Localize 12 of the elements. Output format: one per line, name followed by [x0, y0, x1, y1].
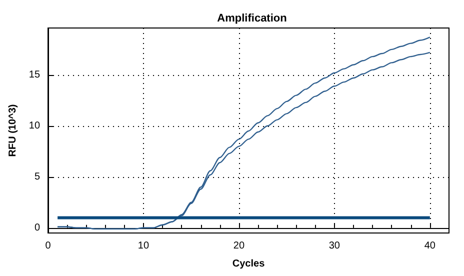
x-tick-label: 30 — [328, 240, 340, 252]
x-tick-label: 0 — [45, 240, 52, 252]
x-tick-label: 10 — [138, 240, 150, 252]
y-tick-label: 5 — [34, 171, 40, 182]
y-axis-title: RFU (10^3) — [8, 104, 18, 157]
x-axis-title: Cycles — [232, 258, 266, 270]
chart-title: Amplification — [217, 12, 288, 24]
y-tick-label: 10 — [28, 120, 40, 132]
x-tick-label: 40 — [424, 240, 436, 252]
y-tick-label: 0 — [34, 222, 40, 234]
x-tick-label: 20 — [233, 240, 245, 252]
y-tick-label: 15 — [28, 69, 40, 80]
